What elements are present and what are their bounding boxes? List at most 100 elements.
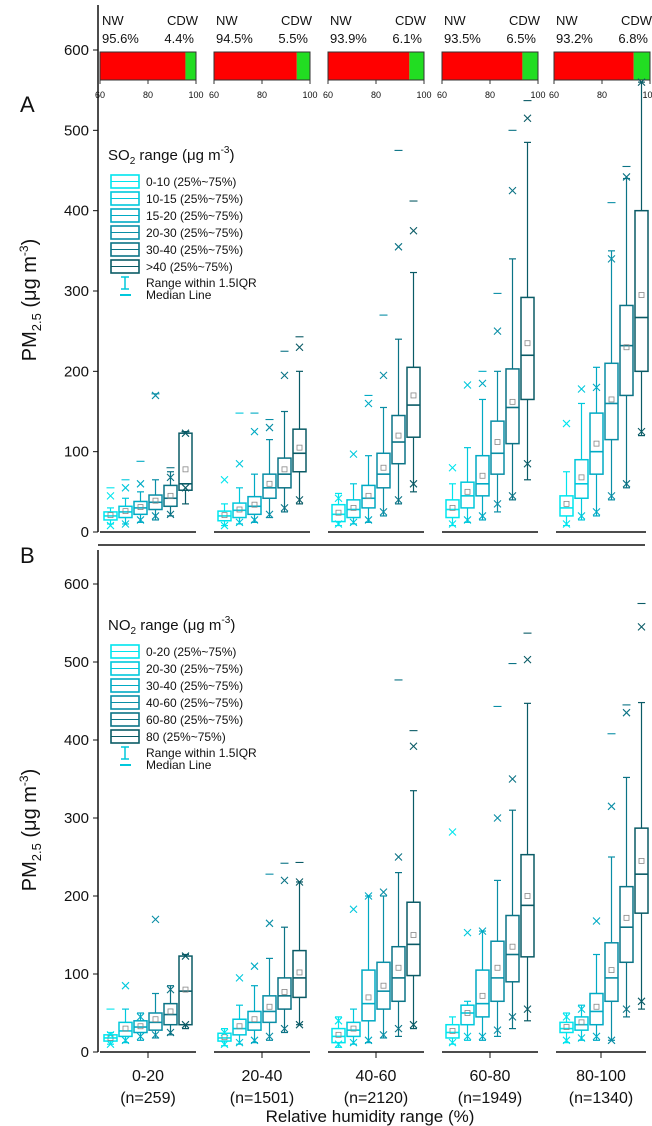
mean-marker (335, 1031, 342, 1038)
box-plot (634, 78, 649, 437)
percentile-marker (235, 459, 244, 468)
percentile-marker (121, 520, 130, 528)
iqr-box (634, 827, 649, 914)
legend-item-label: 10-15 (25%~75%) (146, 192, 243, 206)
legend-item-label: 30-40 (25%~75%) (146, 679, 243, 693)
percentile-marker (463, 516, 472, 524)
percentile-marker (265, 423, 274, 432)
box-plot (277, 350, 292, 513)
iqr-box (391, 414, 406, 465)
legend-item-label: 20-30 (25%~75%) (146, 226, 243, 240)
mean-marker (623, 914, 630, 921)
legend-item-label: 0-20 (25%~75%) (146, 645, 236, 659)
percentile-marker (166, 473, 175, 482)
percentile-marker (295, 878, 304, 886)
percentile-marker (220, 521, 229, 530)
y-tick-label: 200 (64, 888, 89, 905)
cdw-label: CDW (167, 13, 199, 28)
percentile-marker (235, 518, 244, 527)
box-plot (634, 602, 649, 1010)
percentile-marker (607, 491, 616, 500)
mean-marker (464, 488, 471, 495)
cdw-bar (296, 52, 310, 80)
percentile-marker (334, 520, 343, 528)
mean-marker (380, 982, 387, 989)
percentile-marker (523, 459, 532, 468)
iqr-box (619, 885, 634, 964)
mean-marker (509, 943, 516, 950)
percentile-marker (622, 173, 631, 181)
x-category-labels: 0-20 (n=259) 20-40 (n=1501) 40-60 (n=2120) 60-… (120, 1052, 633, 1107)
y-tick-label: 400 (64, 732, 89, 749)
iqr-box (445, 499, 460, 519)
box-plot (133, 1012, 148, 1041)
x-tick-label: 40-60 (356, 1068, 397, 1085)
inset-bars: NW 95.6% CDW 4.4% 60 80 100 NW 94.5% CDW 5.5% 60 80 1… (95, 13, 652, 100)
panel-b: 0 100 200 300 400 500 600 B PM2.5 (μg m-3) NO2 ra… (17, 543, 649, 1061)
y-tick-label: 300 (64, 283, 89, 300)
percentile-marker (250, 1036, 259, 1045)
percentile-marker (493, 1026, 502, 1035)
iqr-box (376, 452, 391, 489)
box-plot (589, 366, 604, 517)
box-plot (391, 679, 406, 1038)
percentile-marker (577, 512, 586, 520)
inset-group: NW 93.5% CDW 6.5% 60 80 100 (437, 13, 546, 100)
iqr-box (247, 1010, 262, 1031)
legend-item-label: 15-20 (25%~75%) (146, 209, 243, 223)
percentile-marker (394, 1024, 403, 1033)
percentile-marker (106, 1040, 115, 1049)
percentile-marker (364, 1036, 373, 1045)
cdw-bar (185, 52, 196, 80)
box-plot (178, 429, 193, 505)
legend-item-label: 40-60 (25%~75%) (146, 696, 243, 710)
iqr-box (634, 209, 649, 373)
percentile-marker (136, 479, 145, 488)
percentile-marker (508, 1013, 517, 1021)
legend-item-label: >40 (25%~75%) (146, 260, 233, 274)
percentile-marker (235, 1038, 244, 1047)
mean-marker (236, 1023, 243, 1030)
percentile-marker (463, 1032, 472, 1041)
mean-marker (494, 439, 501, 445)
inset-group: NW 95.6% CDW 4.4% 60 80 100 (95, 13, 204, 100)
iqr-box (178, 432, 193, 491)
nw-label: NW (330, 13, 352, 28)
iqr-box (460, 1004, 475, 1026)
legend: SO2 range (μg m-3) 0-10 (25%~75%) 10-15 (2… (108, 145, 257, 302)
percentile-marker (151, 512, 160, 520)
percentile-marker (265, 919, 274, 928)
x-tick-count: (n=1949) (458, 1090, 523, 1107)
percentile-marker (607, 802, 616, 811)
percentile-marker (235, 974, 244, 982)
percentile-marker (250, 962, 259, 971)
percentile-marker (592, 917, 601, 925)
nw-bar (214, 52, 297, 80)
inset-group: NW 94.5% CDW 5.5% 60 80 100 (209, 13, 318, 100)
y-tick-label: 600 (64, 42, 89, 59)
mean-marker (296, 444, 303, 451)
cdw-label: CDW (621, 13, 652, 28)
percentile-marker (409, 742, 418, 751)
inset-tick-label: 80 (371, 90, 381, 100)
percentile-marker (250, 516, 259, 524)
iqr-box (559, 1021, 574, 1034)
legend-item-label: 80 (25%~75%) (146, 730, 226, 744)
y-tick-label: 100 (64, 966, 89, 983)
mean-marker (563, 1024, 570, 1030)
box-plot (475, 927, 490, 1041)
percentile-marker (106, 1030, 115, 1039)
box-plot (361, 892, 376, 1045)
mean-marker (350, 1025, 357, 1032)
box-plot (505, 663, 520, 1030)
x-tick-label: 80-100 (576, 1068, 626, 1085)
box-plot (232, 412, 247, 527)
y-tick-label: 200 (64, 363, 89, 380)
percentile-marker (265, 510, 274, 519)
percentile-marker (394, 495, 403, 504)
legend-item-label: 0-10 (25%~75%) (146, 175, 236, 189)
iqr-box (520, 296, 535, 401)
box-plot (163, 467, 178, 519)
percentile-marker (637, 78, 646, 87)
y-tick-label: 500 (64, 654, 89, 671)
